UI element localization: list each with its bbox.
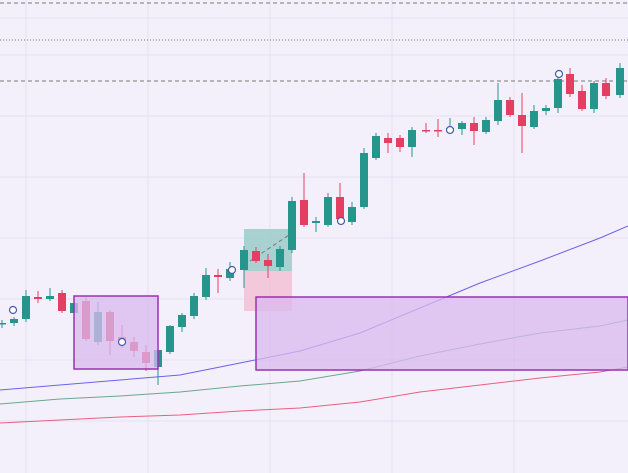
candle-body bbox=[360, 153, 368, 207]
candle bbox=[214, 269, 222, 293]
candle bbox=[10, 317, 18, 326]
signal-marker bbox=[8, 305, 18, 315]
candles bbox=[0, 63, 624, 385]
candle bbox=[324, 193, 332, 227]
moving-average-ma_slow bbox=[0, 366, 628, 424]
candle bbox=[46, 288, 54, 301]
candle-body bbox=[554, 79, 562, 108]
candle bbox=[166, 325, 174, 354]
signal-marker bbox=[445, 125, 455, 135]
candle bbox=[178, 313, 186, 332]
zone-rectangle bbox=[73, 295, 159, 370]
candle bbox=[578, 85, 586, 111]
candle-body bbox=[34, 297, 42, 299]
candle-body bbox=[324, 197, 332, 225]
candle-body bbox=[542, 108, 550, 111]
candle-body bbox=[336, 197, 344, 219]
candle bbox=[482, 117, 490, 134]
candle bbox=[566, 68, 574, 97]
candle-body bbox=[422, 130, 430, 132]
candle bbox=[434, 119, 442, 137]
candle-body bbox=[372, 136, 380, 158]
candle bbox=[264, 254, 272, 278]
candle-body bbox=[348, 207, 356, 222]
candle bbox=[396, 135, 404, 152]
candle bbox=[202, 268, 210, 300]
candle bbox=[542, 105, 550, 115]
candle-body bbox=[384, 138, 392, 143]
candle bbox=[336, 183, 344, 223]
candle-body bbox=[178, 315, 186, 327]
candle-body bbox=[590, 83, 598, 109]
signal-marker bbox=[336, 216, 346, 226]
candle-body bbox=[482, 120, 490, 132]
candle-body bbox=[300, 200, 308, 225]
signal-marker bbox=[117, 337, 127, 347]
candle bbox=[408, 127, 416, 157]
candle bbox=[372, 133, 380, 160]
candle-body bbox=[312, 221, 320, 223]
candle-body bbox=[408, 130, 416, 147]
candle bbox=[506, 97, 514, 117]
candle-body bbox=[252, 251, 260, 261]
candle bbox=[34, 291, 42, 303]
candle bbox=[590, 81, 598, 113]
candle bbox=[530, 105, 538, 129]
candle bbox=[470, 117, 478, 145]
candle bbox=[288, 197, 296, 253]
signal-marker bbox=[227, 265, 237, 275]
candle-body bbox=[530, 111, 538, 127]
zone-rectangle bbox=[255, 296, 628, 371]
zones[interactable] bbox=[73, 295, 628, 371]
candle bbox=[58, 290, 66, 313]
candle-body bbox=[288, 201, 296, 250]
candle-body bbox=[518, 115, 526, 126]
candle bbox=[240, 246, 248, 288]
candle bbox=[312, 217, 320, 232]
candle-body bbox=[22, 296, 30, 319]
candle-body bbox=[58, 293, 66, 311]
candle-body bbox=[0, 323, 6, 325]
candle-body bbox=[494, 100, 502, 121]
candle-body bbox=[46, 296, 54, 299]
candle-body bbox=[434, 130, 442, 132]
candle bbox=[602, 78, 610, 99]
candle bbox=[616, 63, 624, 98]
candle-body bbox=[506, 100, 514, 115]
candle bbox=[494, 83, 502, 125]
candle-body bbox=[458, 123, 466, 129]
candle bbox=[0, 320, 6, 328]
candle-body bbox=[190, 296, 198, 316]
candle-body bbox=[602, 83, 610, 96]
candle bbox=[276, 246, 284, 271]
candle-body bbox=[566, 74, 574, 94]
candle bbox=[360, 148, 368, 209]
candle-body bbox=[578, 91, 586, 109]
candle-body bbox=[202, 275, 210, 297]
candle bbox=[384, 133, 392, 153]
candle-body bbox=[214, 275, 222, 277]
candle-body bbox=[240, 250, 248, 270]
candle-body bbox=[470, 123, 478, 131]
candle-body bbox=[10, 319, 18, 323]
candle-body bbox=[166, 326, 174, 352]
candle bbox=[22, 290, 30, 322]
candle-body bbox=[616, 68, 624, 95]
candle bbox=[422, 123, 430, 133]
candle-body bbox=[276, 249, 284, 267]
markers bbox=[8, 69, 564, 347]
candle bbox=[300, 173, 308, 227]
candle bbox=[190, 293, 198, 319]
candle-body bbox=[396, 138, 404, 147]
candle bbox=[518, 93, 526, 153]
signal-marker bbox=[554, 69, 564, 79]
candle-body bbox=[264, 260, 272, 266]
candle bbox=[348, 202, 356, 225]
candle bbox=[458, 121, 466, 135]
candle bbox=[252, 247, 260, 263]
